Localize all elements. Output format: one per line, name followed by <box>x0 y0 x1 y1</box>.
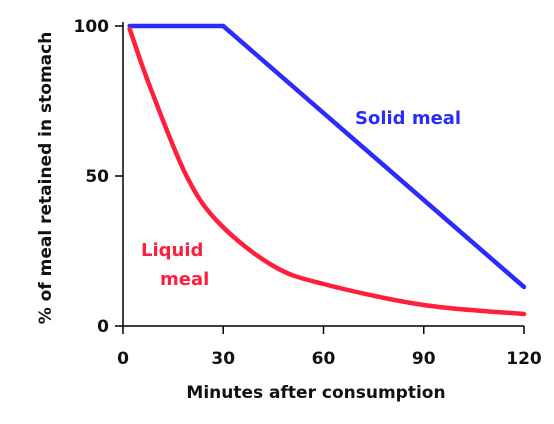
series-label-liquid-line-1: Liquid <box>141 240 203 261</box>
x-tick-label: 0 <box>117 349 129 369</box>
y-tick-label: 50 <box>85 167 109 187</box>
x-tick-label: 90 <box>412 349 436 369</box>
series-line-liquid-meal <box>127 26 527 317</box>
x-tick-label: 30 <box>211 349 235 369</box>
x-axis-title: Minutes after consumption <box>186 383 445 403</box>
x-tick-label: 120 <box>506 349 542 369</box>
x-tick-label: 60 <box>312 349 336 369</box>
plot-area: 0 50 100 0 30 60 90 120 <box>74 17 542 369</box>
y-axis-title: % of meal retained in stomach <box>36 32 56 325</box>
x-ticks: 0 30 60 90 120 <box>117 326 542 369</box>
y-ticks: 0 50 100 <box>74 17 123 337</box>
y-tick-label: 0 <box>97 317 109 337</box>
series-label-liquid-meal: Liquid meal <box>141 240 210 290</box>
series-line-solid-meal <box>127 23 527 290</box>
series-label-solid-meal: Solid meal <box>355 108 461 129</box>
series-lines <box>127 23 527 317</box>
series-label-liquid-line-2: meal <box>160 269 209 290</box>
y-tick-label: 100 <box>74 17 110 37</box>
